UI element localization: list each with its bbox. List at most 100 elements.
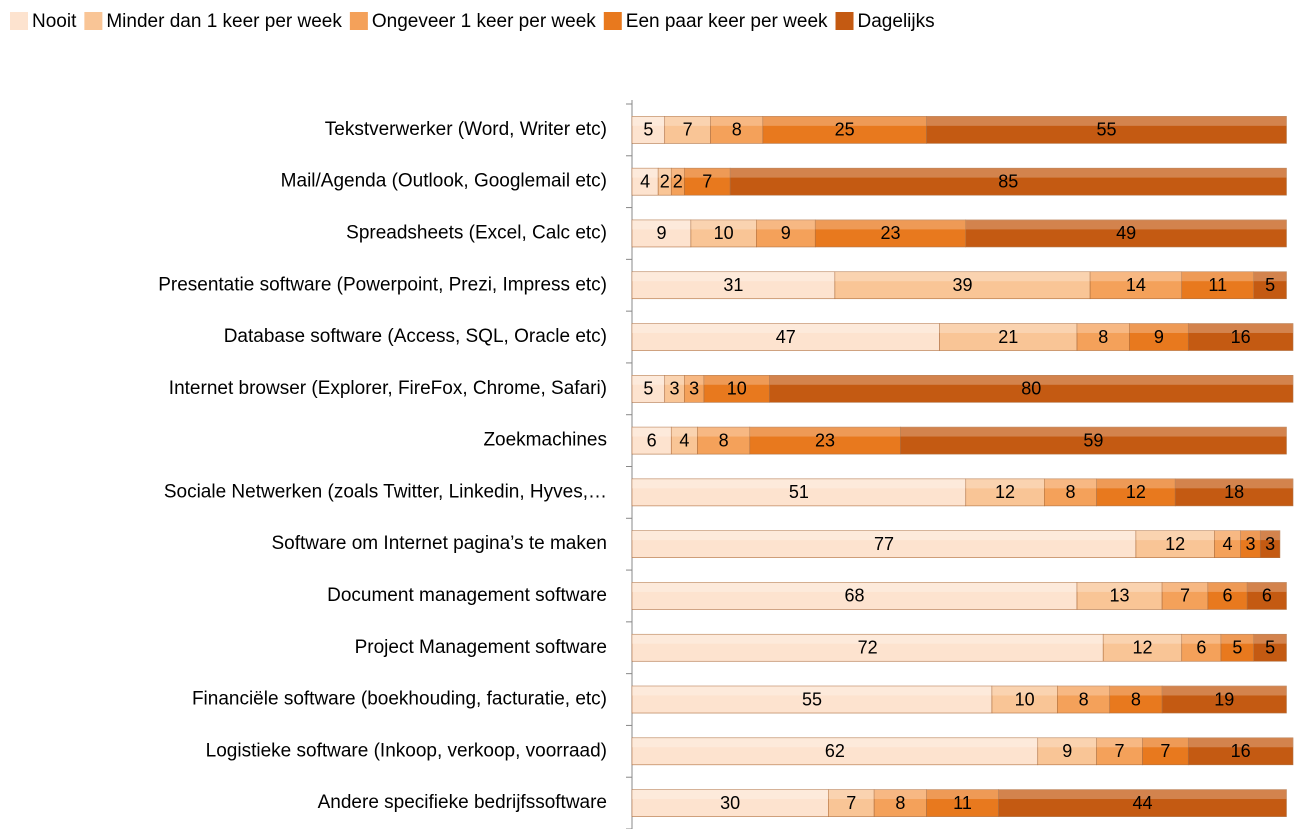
- value-label: 4: [1223, 534, 1233, 554]
- bar-shine: [1181, 634, 1222, 644]
- bar-shine: [632, 582, 1078, 592]
- value-label: 47: [776, 327, 796, 347]
- bar-segment: [965, 478, 1045, 507]
- value-label: 7: [1180, 586, 1190, 606]
- bar-segment: [900, 426, 1287, 455]
- legend-label: Dagelijks: [858, 11, 935, 32]
- legend-swatch: [84, 12, 103, 30]
- bar-shine: [756, 219, 816, 230]
- bar-segment: [1089, 271, 1183, 300]
- value-label: 85: [998, 171, 1018, 191]
- bar-shine: [632, 168, 659, 178]
- bar-shine: [690, 219, 757, 230]
- bar-segment: [1076, 582, 1163, 610]
- bar-shine: [998, 789, 1287, 800]
- y-tick-label: Tekstverwerker (Word, Writer etc): [325, 119, 607, 140]
- value-label: 68: [844, 586, 864, 606]
- value-label: 44: [1132, 793, 1152, 813]
- bar-segment: [631, 271, 836, 300]
- value-label: 19: [1214, 689, 1234, 709]
- value-label: 30: [720, 793, 740, 813]
- bar-shine: [1162, 582, 1208, 592]
- bar-shine: [834, 271, 1091, 282]
- bar-segment: [1187, 737, 1294, 766]
- bar-shine: [632, 530, 1136, 541]
- value-label: 4: [679, 430, 689, 450]
- y-tick-label: Financiële software (boekhouding, factur…: [192, 689, 607, 710]
- value-label: 8: [1131, 689, 1141, 709]
- legend-swatch: [603, 12, 622, 30]
- legend-label: Ongeveer 1 keer per week: [372, 11, 596, 32]
- bar-shine: [730, 168, 1287, 178]
- bar-shine: [697, 427, 750, 437]
- bar-segment: [1057, 685, 1111, 714]
- bar-shine: [1057, 686, 1110, 696]
- bar-shine: [1077, 582, 1163, 592]
- bar-shine: [769, 375, 1293, 385]
- value-label: 12: [1165, 534, 1185, 554]
- bar-shine: [632, 116, 665, 126]
- bar-shine: [762, 116, 927, 126]
- bar-shine: [1129, 323, 1189, 333]
- bar-segment: [631, 323, 940, 351]
- y-tick-label: Spreadsheets (Excel, Calc etc): [346, 222, 607, 243]
- value-label: 5: [643, 379, 653, 399]
- legend-label: Een paar keer per week: [626, 11, 828, 32]
- legend-swatch: [10, 12, 28, 30]
- bar-segment: [631, 633, 1104, 662]
- value-label: 3: [1265, 534, 1275, 554]
- bar-shine: [749, 427, 901, 437]
- bar-shine: [664, 116, 711, 126]
- value-label: 18: [1224, 482, 1244, 502]
- bar-shine: [1188, 323, 1293, 333]
- bar-segment: [834, 271, 1091, 300]
- bar-segment: [1102, 633, 1183, 662]
- bar-segment: [670, 426, 698, 455]
- bar-segment: [1220, 633, 1255, 662]
- bar-shine: [632, 219, 691, 230]
- bar-shine: [1188, 737, 1293, 748]
- value-label: 5: [1232, 638, 1242, 658]
- bar-shine: [828, 789, 875, 800]
- bar-shine: [1090, 271, 1182, 282]
- value-label: 72: [858, 638, 878, 658]
- y-tick-label: Mail/Agenda (Outlook, Googlemail etc): [281, 171, 607, 192]
- bar-shine: [710, 116, 763, 126]
- value-label: 10: [714, 223, 734, 243]
- legend-label: Nooit: [32, 11, 77, 32]
- bar-segment: [1181, 271, 1255, 300]
- bar-shine: [1181, 271, 1254, 282]
- bar-segment: [631, 737, 1039, 766]
- value-label: 6: [1262, 586, 1272, 606]
- value-label: 6: [1196, 638, 1206, 658]
- bar-segment: [1246, 582, 1287, 610]
- value-label: 10: [727, 379, 747, 399]
- value-label: 3: [689, 379, 699, 399]
- value-label: 8: [1065, 482, 1075, 502]
- y-tick-label: Software om Internet pagina’s te maken: [271, 533, 607, 554]
- value-label: 9: [656, 223, 666, 243]
- bar-shine: [939, 323, 1078, 333]
- bar-segment: [873, 789, 927, 817]
- value-label: 7: [1115, 741, 1125, 761]
- value-label: 11: [1208, 275, 1227, 295]
- value-label: 3: [670, 379, 680, 399]
- bar-segment: [1161, 582, 1209, 610]
- bar-segment: [1096, 737, 1143, 766]
- bar-segment: [631, 426, 672, 455]
- bar-shine: [874, 789, 927, 800]
- bar-segment: [769, 375, 1294, 403]
- value-label: 55: [802, 689, 822, 709]
- value-label: 31: [723, 275, 743, 295]
- bar-segment: [1253, 633, 1287, 662]
- bar-shine: [703, 375, 770, 385]
- bar-shine: [1253, 271, 1287, 282]
- bar-shine: [1162, 686, 1287, 696]
- value-label: 6: [647, 430, 657, 450]
- value-label: 8: [732, 120, 742, 140]
- bar-shine: [926, 116, 1287, 126]
- value-label: 8: [1098, 327, 1108, 347]
- value-label: 7: [702, 171, 712, 191]
- bar-shine: [632, 478, 966, 489]
- y-tick-label: Zoekmachines: [483, 430, 607, 451]
